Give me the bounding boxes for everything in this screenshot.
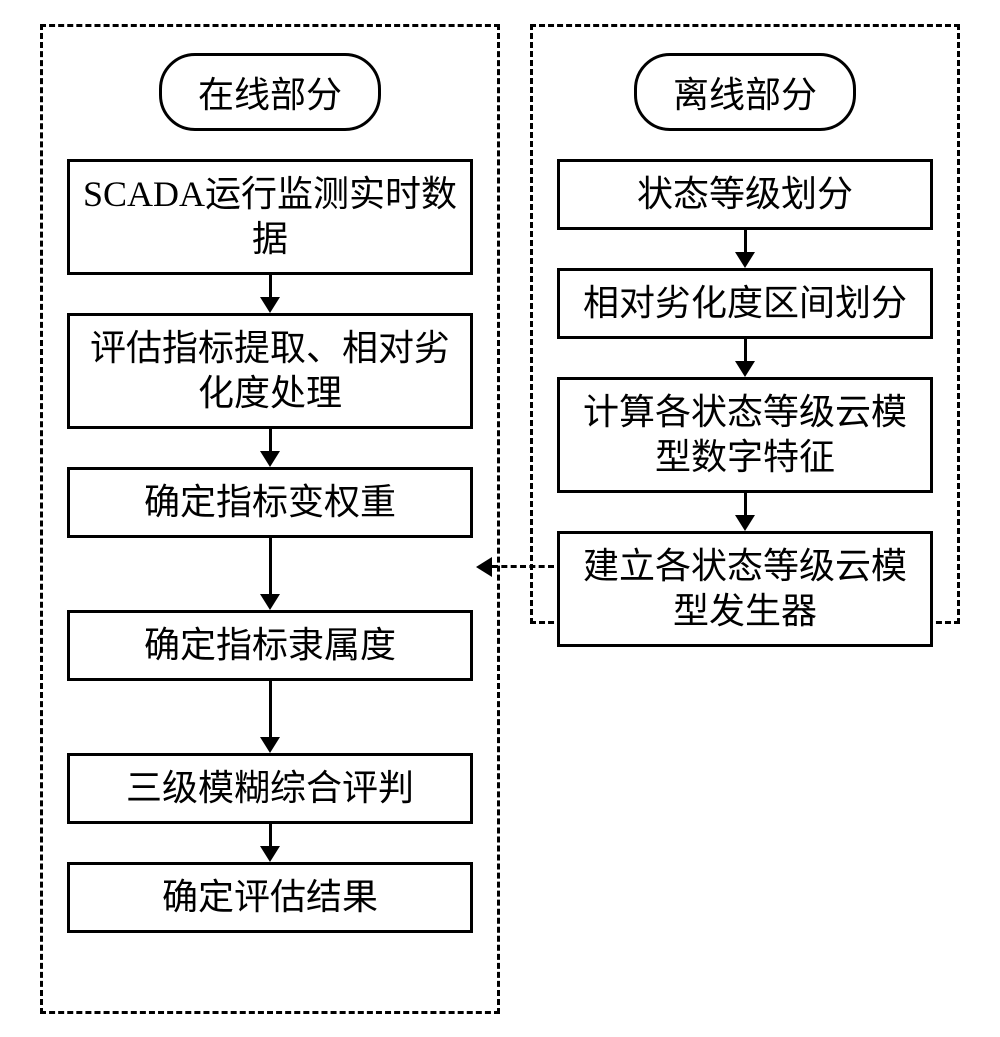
arrow-down-icon xyxy=(557,339,933,377)
offline-header: 离线部分 xyxy=(634,53,856,131)
box-membership: 确定指标隶属度 xyxy=(67,610,473,681)
box-fuzzy-eval: 三级模糊综合评判 xyxy=(67,753,473,824)
box-result: 确定评估结果 xyxy=(67,862,473,933)
online-section: 在线部分 SCADA运行监测实时数据 评估指标提取、相对劣化度处理 确定指标变权… xyxy=(40,24,500,1014)
arrow-left-dashed-icon xyxy=(476,565,554,568)
arrow-down-icon xyxy=(67,429,473,467)
box-degradation-interval: 相对劣化度区间划分 xyxy=(557,268,933,339)
arrow-down-icon xyxy=(67,824,473,862)
online-header: 在线部分 xyxy=(159,53,381,131)
box-variable-weight: 确定指标变权重 xyxy=(67,467,473,538)
box-scada-data: SCADA运行监测实时数据 xyxy=(67,159,473,275)
box-state-level: 状态等级划分 xyxy=(557,159,933,230)
arrow-down-icon xyxy=(67,538,473,610)
offline-section: 离线部分 状态等级划分 相对劣化度区间划分 计算各状态等级云模型数字特征 建立各… xyxy=(530,24,960,624)
arrow-down-icon xyxy=(67,681,473,753)
arrow-down-icon xyxy=(557,230,933,268)
arrow-down-icon xyxy=(67,275,473,313)
box-cloud-generator: 建立各状态等级云模型发生器 xyxy=(557,531,933,647)
arrow-down-icon xyxy=(557,493,933,531)
box-cloud-digital-feature: 计算各状态等级云模型数字特征 xyxy=(557,377,933,493)
box-index-extract: 评估指标提取、相对劣化度处理 xyxy=(67,313,473,429)
